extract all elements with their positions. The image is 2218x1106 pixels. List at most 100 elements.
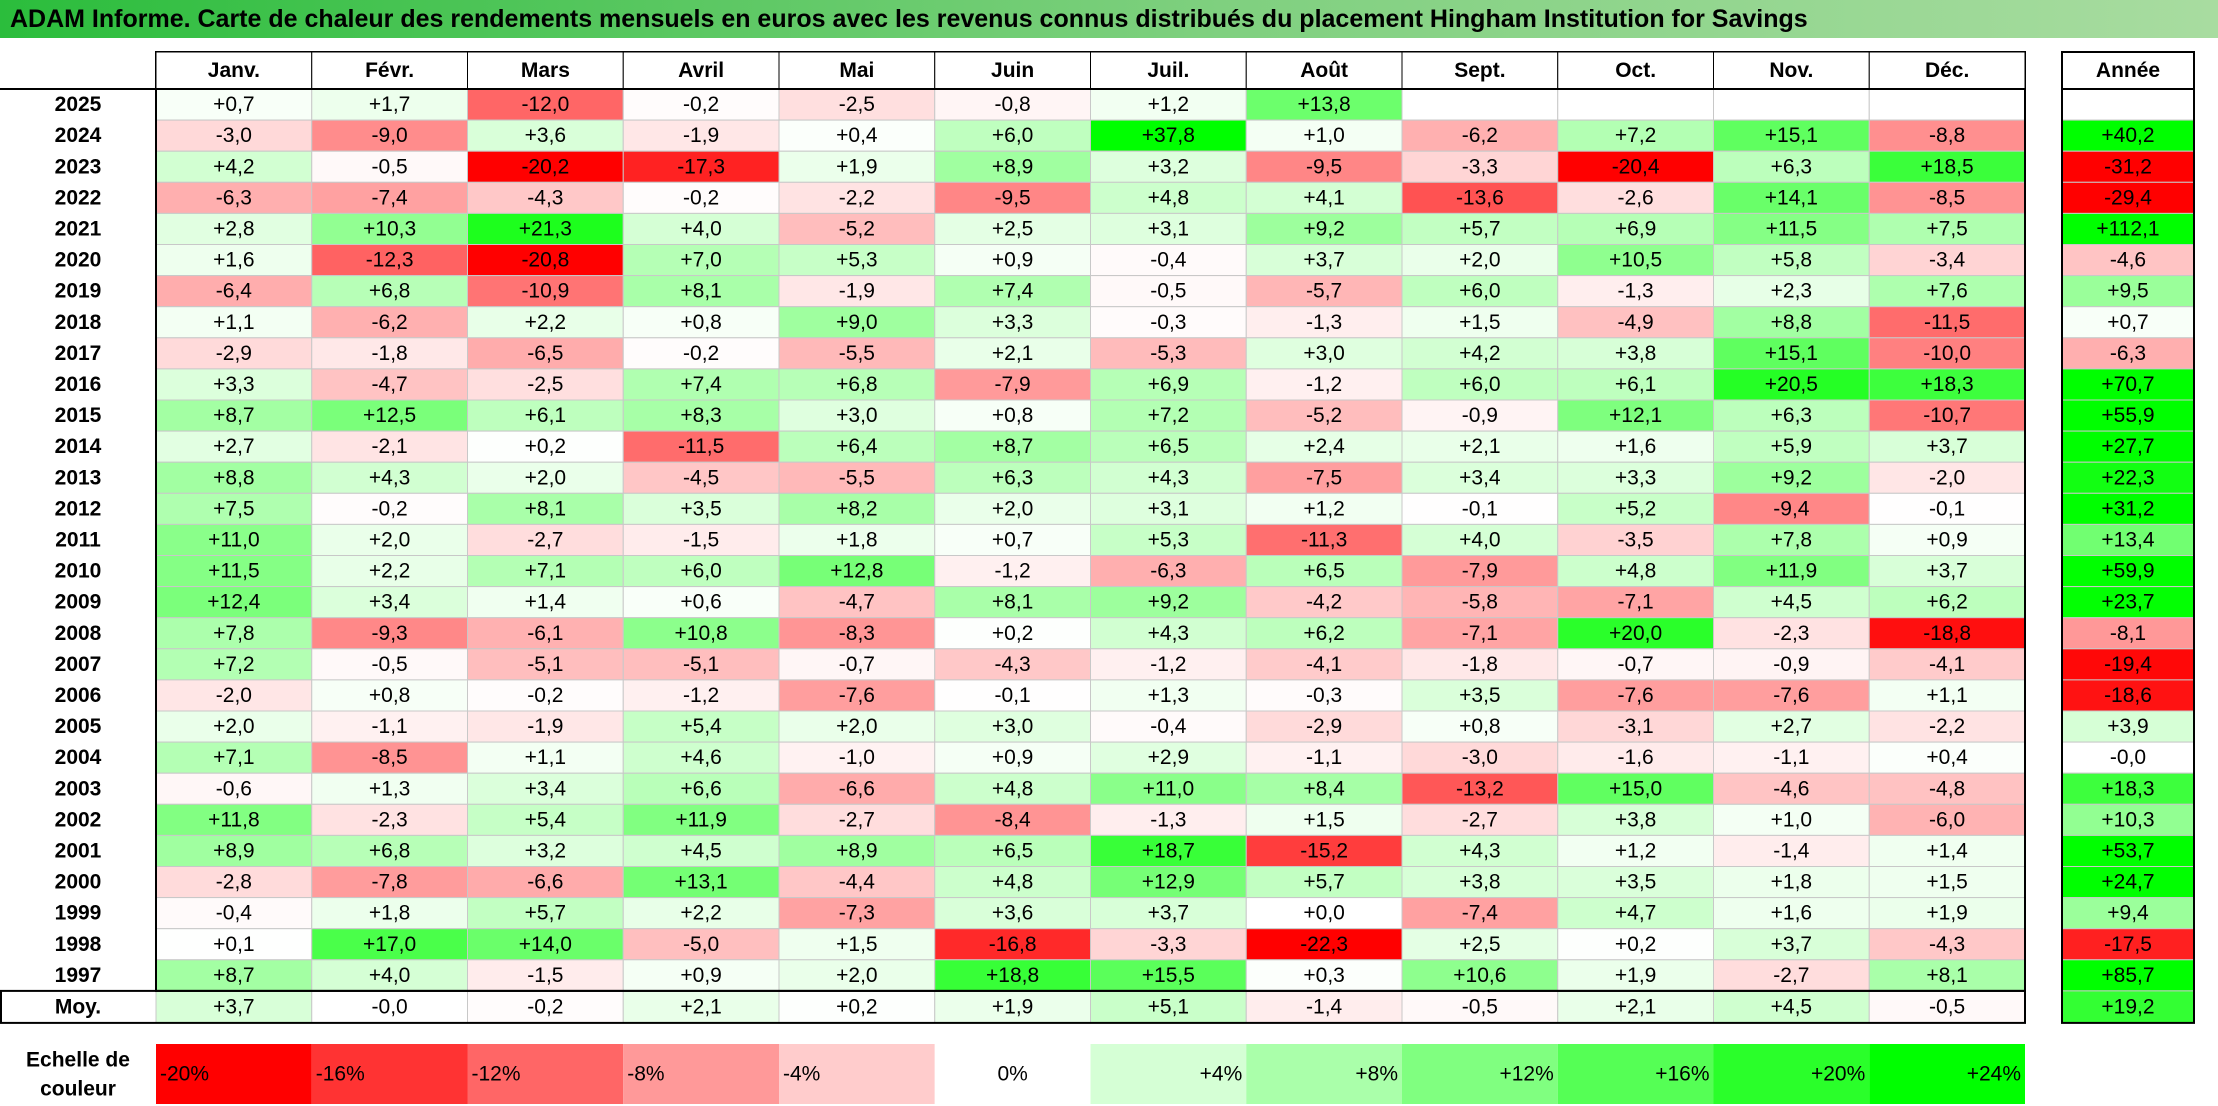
cell-value: +0,3 [1303, 964, 1344, 987]
cell-value: +7,1 [213, 746, 254, 769]
annual-value: -18,6 [2104, 684, 2152, 707]
heatmap-cell [1713, 430, 1870, 463]
average-frame [0, 989, 2026, 1024]
cell-value: +0,2 [1615, 933, 1656, 956]
heatmap-cell [1557, 866, 1714, 899]
heatmap-cell [155, 181, 313, 214]
heatmap-cell [1401, 679, 1559, 712]
cell-value: +7,2 [1148, 404, 1189, 427]
heatmap-cell [1557, 461, 1714, 494]
annual-cell [2061, 368, 2195, 401]
heatmap-cell [467, 181, 624, 214]
cell-value: -1,2 [995, 560, 1031, 583]
cell-value: -8,4 [995, 808, 1032, 831]
annual-cell [2061, 306, 2195, 339]
cell-value: +9,2 [1771, 466, 1812, 489]
annual-cell [2061, 834, 2195, 868]
cell-value: +6,3 [1771, 155, 1812, 178]
cell-value: +4,2 [213, 155, 254, 178]
cell-value: +3,7 [1148, 902, 1189, 925]
average-value: -0,5 [1929, 995, 1965, 1018]
cell-value: +7,8 [1771, 528, 1812, 551]
annual-value: +59,9 [2101, 560, 2154, 583]
heatmap-cell [1713, 119, 1870, 152]
cell-value: +1,2 [1148, 93, 1189, 116]
cell-value: +5,4 [525, 808, 567, 831]
heatmap-cell [1245, 399, 1403, 432]
cell-value: +1,2 [1615, 839, 1656, 862]
cell-value: +6,0 [1459, 373, 1500, 396]
heatmap-cell [934, 523, 1091, 557]
legend-swatch [934, 1044, 1091, 1104]
cell-value: +18,3 [1921, 373, 1974, 396]
report-title: ADAM Informe. Carte de chaleur des rende… [0, 0, 2218, 38]
cell-value: -0,9 [1462, 404, 1498, 427]
heatmap-cell [778, 119, 936, 152]
cell-value: -4,7 [839, 591, 875, 614]
cell-value: -6,6 [527, 871, 563, 894]
cell-value: +6,5 [1148, 435, 1189, 458]
heatmap-cell [1245, 586, 1403, 619]
cell-value: +7,4 [992, 280, 1034, 303]
cell-value: +8,1 [1926, 964, 1967, 987]
row-year-label: 2012 [55, 497, 102, 520]
heatmap-cell [934, 368, 1091, 401]
heatmap-cell [778, 959, 936, 992]
heatmap-cell [155, 275, 313, 308]
heatmap-cell [467, 617, 624, 650]
cell-value: -13,2 [1456, 777, 1504, 800]
cell-value: -1,1 [1306, 746, 1342, 769]
cell-value: +15,0 [1609, 777, 1662, 800]
heatmap-cell [1090, 803, 1247, 836]
cell-value: -6,3 [1150, 560, 1186, 583]
cell-value: +0,7 [992, 528, 1033, 551]
cell-value: +6,5 [992, 839, 1033, 862]
month-header-cell [622, 51, 780, 90]
cell-value: +4,3 [1148, 622, 1189, 645]
cell-value: -2,2 [1929, 715, 1965, 738]
heatmap-cell [311, 710, 468, 743]
legend-swatch [156, 1044, 312, 1104]
heatmap-cell [311, 523, 468, 557]
cell-value: -5,8 [1462, 591, 1498, 614]
heatmap-cell [1401, 181, 1559, 214]
cell-value: -11,5 [1924, 311, 1970, 334]
heatmap-cell [155, 928, 313, 961]
cell-value: +3,0 [836, 404, 877, 427]
average-value: +0,2 [836, 995, 877, 1018]
cell-value: +2,0 [836, 715, 877, 738]
cell-value: -4,2 [1306, 591, 1342, 614]
heatmap-cell [1245, 337, 1403, 370]
cell-value: +6,2 [1303, 622, 1344, 645]
cell-value: +2,3 [1771, 280, 1812, 303]
row-year-label: 2010 [55, 560, 102, 583]
month-header-cell [1401, 51, 1559, 90]
cell-value: +8,8 [213, 466, 254, 489]
cell-value: +5,2 [1615, 497, 1656, 520]
heatmap-cell [1868, 461, 2026, 494]
heatmap-cell [1090, 368, 1247, 401]
cell-value: -0,4 [216, 902, 253, 925]
average-cell [1557, 990, 1714, 1024]
heatmap-cell [1713, 928, 1870, 961]
cell-value: +5,3 [836, 249, 877, 272]
legend-swatch [1246, 1044, 1402, 1104]
average-value: +3,7 [213, 995, 254, 1018]
cell-value: -0,4 [1150, 715, 1187, 738]
cell-value: -18,8 [1923, 622, 1971, 645]
cell-value: -1,9 [839, 280, 875, 303]
heatmap-cell [1868, 772, 2026, 805]
heatmap-cell [1090, 399, 1247, 432]
cell-value: +7,8 [213, 622, 254, 645]
cell-value: +1,5 [1303, 808, 1344, 831]
cell-value: +0,9 [680, 964, 721, 987]
row-year-label: 2020 [55, 249, 102, 272]
heatmap-cell [311, 244, 468, 277]
cell-value: -2,5 [527, 373, 563, 396]
legend-label: -8% [627, 1063, 664, 1086]
cell-value: -20,8 [521, 249, 569, 272]
cell-value: +10,5 [1609, 249, 1662, 272]
month-header-cell [1557, 51, 1714, 90]
cell-value: +3,2 [1148, 155, 1189, 178]
month-header-label: Févr. [365, 59, 414, 82]
